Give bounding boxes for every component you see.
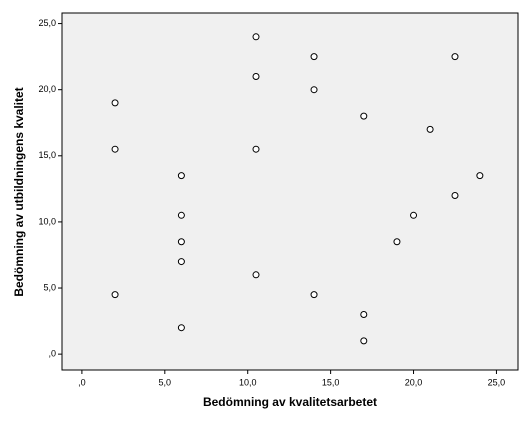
x-tick-label: 5,0 [159,377,172,387]
x-tick-label: ,0 [78,377,86,387]
plot-area [61,12,519,371]
point [252,271,260,279]
x-tick-label: 10,0 [239,377,257,387]
point [310,53,318,61]
x-tick-label: 25,0 [488,377,506,387]
y-tick-label: 15,0 [38,150,56,160]
point [360,112,368,120]
point [310,291,318,299]
point [111,99,119,107]
point [426,125,434,133]
point [177,172,185,180]
x-tick-label: 15,0 [322,377,340,387]
point [252,33,260,41]
x-tick-label: 20,0 [405,377,423,387]
point [410,211,418,219]
y-tick-label: 5,0 [43,282,56,292]
point [252,145,260,153]
point [393,238,401,246]
point [177,238,185,246]
y-tick-label: 20,0 [38,84,56,94]
point [177,324,185,332]
point [111,291,119,299]
point [177,258,185,266]
point [360,310,368,318]
point [177,211,185,219]
x-axis-title: Bedömning av kvalitetsarbetet [203,395,377,409]
point [252,72,260,80]
point [360,337,368,345]
point [451,191,459,199]
point [310,86,318,94]
y-tick-label: 10,0 [38,216,56,226]
y-axis-title: Bedömning av utbildningens kvalitet [12,87,26,296]
point [111,145,119,153]
point [476,172,484,180]
point [451,53,459,61]
y-tick-label: 25,0 [38,18,56,28]
y-tick-label: ,0 [48,349,56,359]
